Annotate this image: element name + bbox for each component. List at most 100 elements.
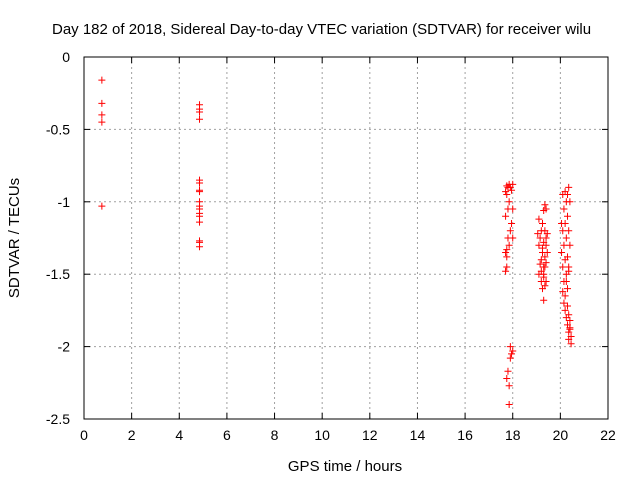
data-point bbox=[543, 230, 551, 238]
data-point bbox=[542, 205, 550, 213]
data-point bbox=[509, 205, 517, 213]
x-tick-label: 10 bbox=[314, 427, 330, 443]
data-point bbox=[564, 302, 572, 310]
data-point bbox=[559, 227, 567, 235]
data-point bbox=[565, 328, 573, 336]
data-point bbox=[502, 248, 510, 256]
data-point bbox=[542, 234, 550, 242]
data-point bbox=[534, 230, 542, 238]
data-point bbox=[566, 317, 574, 325]
data-point bbox=[505, 401, 513, 409]
data-point bbox=[560, 205, 568, 213]
data-point bbox=[540, 273, 548, 281]
data-point bbox=[541, 263, 549, 271]
data-point bbox=[503, 374, 511, 382]
data-point bbox=[196, 179, 204, 187]
data-point bbox=[535, 241, 543, 249]
x-tick-label: 0 bbox=[80, 427, 88, 443]
data-point bbox=[566, 198, 574, 206]
x-tick-label: 4 bbox=[175, 427, 183, 443]
data-point bbox=[536, 260, 544, 268]
y-tick-label: -2 bbox=[58, 339, 71, 355]
data-point bbox=[567, 340, 575, 348]
data-point bbox=[503, 246, 511, 254]
data-point bbox=[508, 350, 516, 358]
data-point bbox=[196, 218, 204, 226]
data-point bbox=[564, 191, 572, 199]
data-point bbox=[565, 335, 573, 343]
data-point bbox=[98, 111, 106, 119]
data-point bbox=[541, 201, 549, 209]
data-point bbox=[564, 212, 572, 220]
data-point bbox=[508, 220, 516, 228]
y-tick-label: -1.5 bbox=[46, 266, 70, 282]
data-point bbox=[503, 191, 511, 199]
data-point bbox=[566, 241, 574, 249]
data-point bbox=[505, 382, 513, 390]
data-point bbox=[502, 188, 510, 196]
data-point bbox=[536, 234, 544, 242]
x-tick-label: 18 bbox=[505, 427, 521, 443]
y-axis-label: SDTVAR / TECUs bbox=[6, 178, 23, 298]
data-point bbox=[561, 220, 569, 228]
data-point bbox=[561, 292, 569, 300]
data-point bbox=[196, 115, 204, 123]
data-point bbox=[541, 282, 549, 290]
data-point bbox=[565, 183, 573, 191]
x-tick-label: 2 bbox=[128, 427, 136, 443]
data-point bbox=[508, 186, 516, 194]
data-point bbox=[562, 234, 570, 242]
x-tick-label: 14 bbox=[410, 427, 426, 443]
data-point bbox=[542, 259, 550, 267]
data-point bbox=[539, 220, 546, 228]
plot-frame bbox=[83, 56, 609, 420]
data-point bbox=[565, 227, 573, 235]
data-point bbox=[503, 253, 511, 261]
y-tick-label: -2.5 bbox=[46, 411, 70, 427]
x-tick-label: 22 bbox=[600, 427, 616, 443]
data-point bbox=[196, 243, 204, 251]
data-point bbox=[543, 248, 551, 256]
data-point bbox=[562, 277, 570, 285]
data-point bbox=[506, 354, 514, 362]
data-point bbox=[504, 367, 512, 375]
x-tick-label: 12 bbox=[362, 427, 378, 443]
data-point bbox=[564, 253, 572, 261]
data-point bbox=[564, 285, 572, 293]
data-point bbox=[502, 267, 510, 275]
data-point bbox=[506, 227, 514, 235]
x-tick-label: 20 bbox=[553, 427, 569, 443]
data-point bbox=[502, 212, 510, 220]
data-point bbox=[559, 288, 567, 296]
data-point bbox=[98, 99, 106, 107]
y-tick-label: -0.5 bbox=[46, 121, 70, 137]
data-point bbox=[566, 324, 574, 332]
y-tick-label: -1 bbox=[58, 194, 71, 210]
axis-ticks: 0 2 4 6 8 10 12 14 16 18 20 22 0 -0.5 -1 -1.5 -2 -2.5 bbox=[46, 49, 616, 443]
data-point bbox=[196, 108, 204, 116]
data-point bbox=[98, 76, 106, 84]
data-point bbox=[565, 311, 573, 319]
data-point bbox=[541, 253, 549, 261]
data-point bbox=[505, 241, 513, 249]
data-point bbox=[558, 248, 566, 256]
y-tick-label: 0 bbox=[62, 49, 70, 65]
data-point bbox=[560, 299, 568, 307]
data-point bbox=[509, 347, 517, 355]
data-point bbox=[196, 188, 204, 196]
x-axis-label: GPS time / hours bbox=[288, 458, 402, 475]
chart-title: Day 182 of 2018, Sidereal Day-to-day VTE… bbox=[52, 21, 591, 38]
data-point bbox=[509, 180, 517, 188]
data-point bbox=[559, 263, 567, 271]
data-points bbox=[98, 76, 575, 409]
data-point bbox=[561, 306, 569, 314]
data-point bbox=[98, 202, 106, 210]
data-point bbox=[506, 343, 514, 351]
data-point bbox=[565, 267, 573, 275]
data-point bbox=[542, 241, 550, 249]
x-tick-label: 8 bbox=[271, 427, 279, 443]
data-point bbox=[535, 215, 543, 223]
data-point bbox=[560, 241, 568, 249]
